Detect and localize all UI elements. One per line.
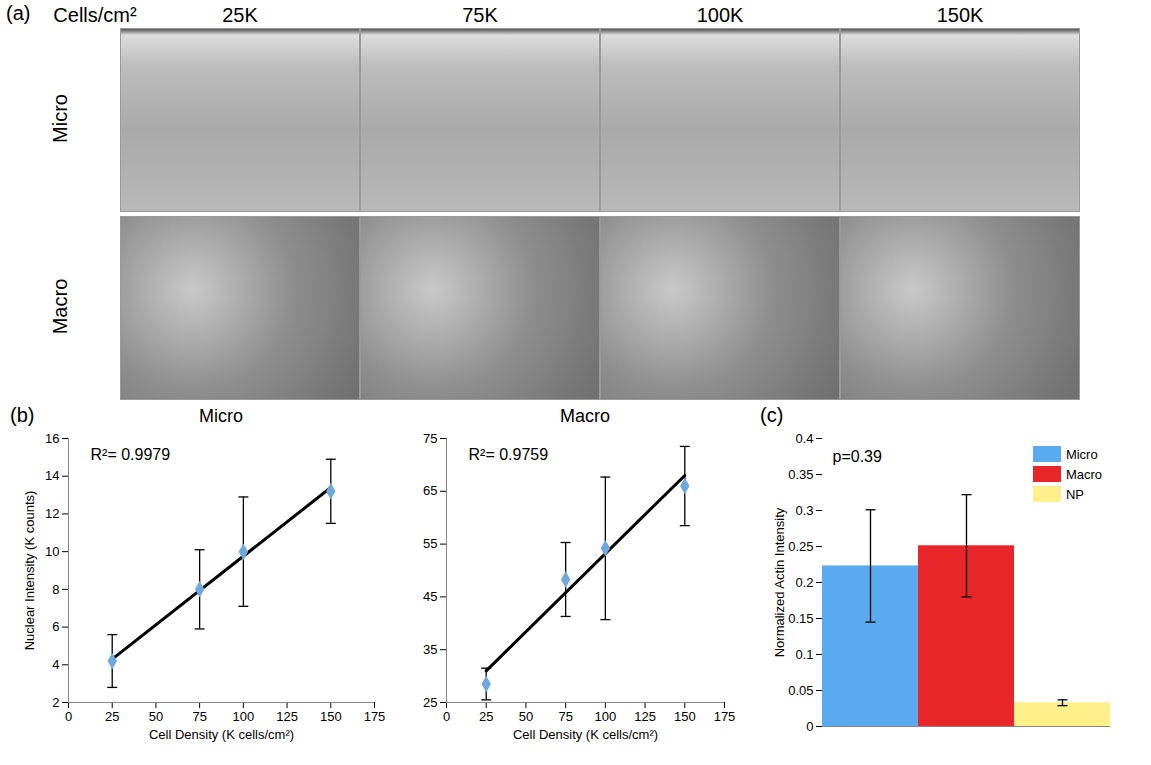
html-text:25K: 25K [222,4,258,26]
svg-text:R²= 0.9759: R²= 0.9759 [469,446,549,463]
svg-text:55: 55 [423,536,437,551]
html-text:Micro: Micro [199,406,243,426]
html-text:Macro: Macro [560,406,610,426]
svg-text:0.25: 0.25 [788,539,813,554]
svg-text:Cell Density (K cells/cm²): Cell Density (K cells/cm²) [149,727,294,742]
svg-text:125: 125 [634,709,656,724]
svg-text:14: 14 [45,468,59,483]
svg-text:45: 45 [423,589,437,604]
html-text:100K: 100K [696,4,744,26]
html-text:(c): (c) [760,404,784,426]
svg-text:8: 8 [52,582,59,597]
svg-text:6: 6 [52,619,59,634]
svg-text:0.15: 0.15 [788,611,813,626]
svg-text:75: 75 [558,709,572,724]
svg-text:0.3: 0.3 [795,503,813,518]
svg-text:25: 25 [479,709,493,724]
html-text:Micro: Micro [48,94,71,143]
html-text:Macro: Macro [48,278,71,335]
svg-text:50: 50 [149,709,163,724]
svg-text:4: 4 [52,657,59,672]
svg-text:2: 2 [52,695,59,710]
svg-text:100: 100 [233,709,255,724]
svg-text:150: 150 [674,709,696,724]
svg-text:0: 0 [65,709,72,724]
svg-text:0.35: 0.35 [788,467,813,482]
svg-text:16: 16 [45,431,59,446]
svg-text:35: 35 [423,642,437,657]
svg-text:50: 50 [519,709,533,724]
svg-text:25: 25 [423,695,437,710]
html-text:150K: 150K [936,4,984,26]
svg-text:75: 75 [423,431,437,446]
html-text:NP: NP [1065,486,1084,502]
svg-text:125: 125 [276,709,298,724]
svg-text:0: 0 [806,719,813,734]
svg-text:0.2: 0.2 [795,575,813,590]
svg-text:0.4: 0.4 [795,431,813,446]
svg-text:R²= 0.9979: R²= 0.9979 [91,446,171,463]
html-text:Macro: Macro [1065,466,1102,482]
svg-text:150: 150 [320,709,342,724]
svg-text:0.05: 0.05 [788,683,813,698]
svg-text:0.1: 0.1 [795,647,813,662]
svg-text:Cell Density (K cells/cm²): Cell Density (K cells/cm²) [513,727,658,742]
html-text:(a): (a) [6,2,31,24]
svg-text:Normalized Actin Intensity: Normalized Actin Intensity [772,507,787,657]
svg-text:0: 0 [443,709,450,724]
svg-text:25: 25 [105,709,119,724]
svg-text:100: 100 [595,709,617,724]
html-text:75K: 75K [462,4,498,26]
svg-text:175: 175 [364,709,386,724]
html-text:(b): (b) [10,404,35,426]
html-text:Cells/cm²: Cells/cm² [53,4,137,26]
svg-text:65: 65 [423,483,437,498]
svg-text:10: 10 [45,544,59,559]
html-text:Micro: Micro [1065,446,1098,462]
svg-text:75: 75 [192,709,206,724]
svg-text:175: 175 [714,709,736,724]
svg-text:Nuclear Intensity (K counts): Nuclear Intensity (K counts) [22,491,37,651]
svg-text:12: 12 [45,506,59,521]
svg-text:p=0.39: p=0.39 [833,448,882,465]
